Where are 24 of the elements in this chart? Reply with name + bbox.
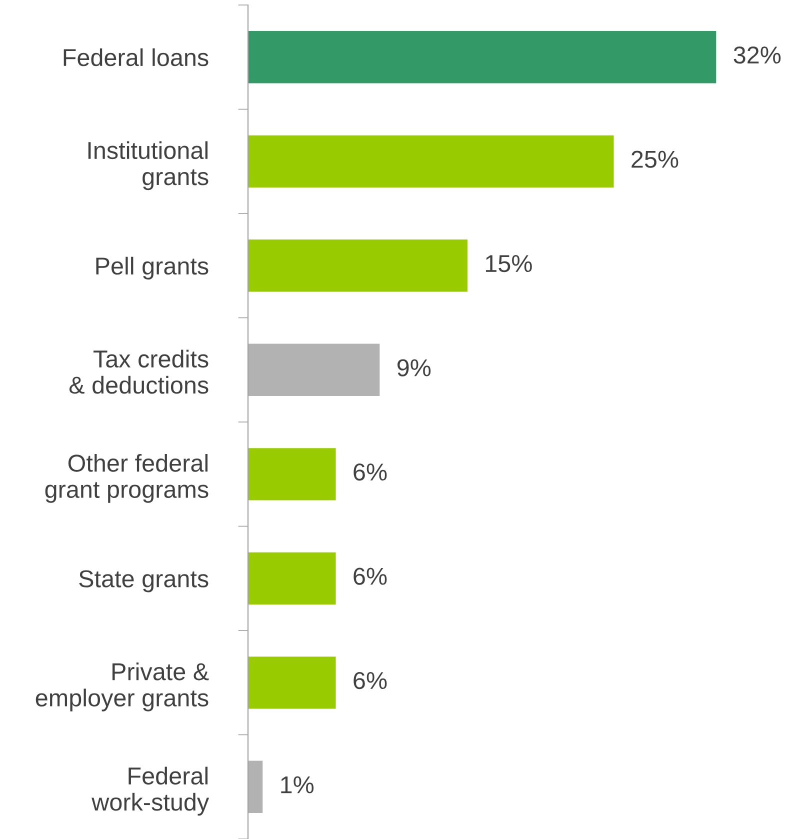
data-label: 6% bbox=[354, 568, 387, 585]
bar bbox=[248, 760, 263, 813]
data-label: 6% bbox=[354, 672, 387, 690]
data-label: 32% bbox=[734, 46, 781, 64]
y-tick-label: State grants bbox=[79, 570, 208, 592]
bar bbox=[248, 135, 614, 188]
data-label: 25% bbox=[632, 150, 678, 168]
bar bbox=[248, 31, 716, 84]
data-label: 15% bbox=[486, 255, 532, 272]
y-tick-label: Federal work-study bbox=[92, 766, 210, 816]
y-tick-label: Tax credits & deductions bbox=[69, 350, 208, 394]
y-tick-label: Pell grants bbox=[96, 256, 208, 280]
bar bbox=[248, 240, 468, 292]
bar bbox=[248, 552, 336, 604]
y-tick-label: Institutional grants bbox=[88, 141, 208, 190]
data-label: 9% bbox=[397, 359, 431, 376]
y-tick-label: Federal loans bbox=[64, 48, 208, 66]
data-label: 1% bbox=[281, 776, 314, 794]
y-tick-label: Private & employer grants bbox=[36, 662, 209, 712]
bar bbox=[248, 656, 336, 709]
data-label: 6% bbox=[354, 463, 387, 481]
bar bbox=[248, 448, 336, 500]
bar bbox=[248, 344, 380, 396]
y-tick-label: Other federal grant programs bbox=[45, 454, 208, 503]
